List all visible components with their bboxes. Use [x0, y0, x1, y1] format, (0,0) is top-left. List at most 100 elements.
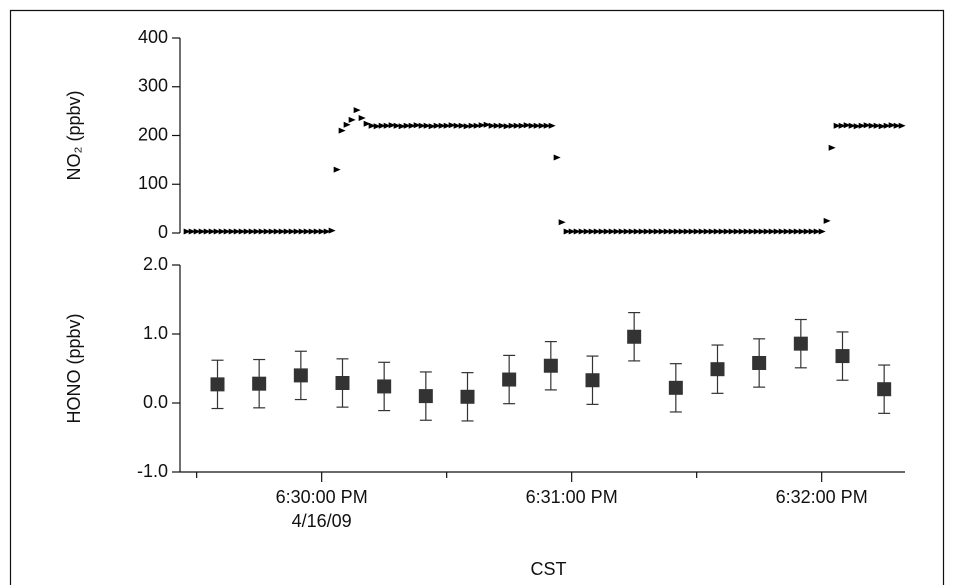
frame	[9, 9, 945, 585]
marker	[403, 122, 411, 129]
marker	[363, 120, 371, 127]
marker	[733, 228, 741, 235]
marker	[558, 219, 566, 226]
marker	[513, 122, 521, 129]
marker	[838, 122, 846, 129]
marker	[418, 122, 426, 129]
marker	[585, 373, 600, 388]
marker	[683, 228, 691, 235]
marker	[368, 122, 376, 129]
y-tick-label: 2.0	[143, 254, 168, 274]
marker	[318, 228, 326, 235]
marker	[563, 228, 571, 235]
marker	[183, 228, 191, 235]
marker	[293, 228, 301, 235]
marker	[813, 228, 821, 235]
marker	[718, 228, 726, 235]
marker	[313, 228, 321, 235]
marker	[788, 228, 796, 235]
marker	[758, 228, 766, 235]
y-axis-label: HONO (ppbv)	[64, 313, 84, 423]
marker	[828, 144, 836, 151]
marker	[223, 228, 231, 235]
marker	[823, 217, 831, 224]
marker	[848, 122, 856, 129]
marker	[448, 122, 456, 129]
marker	[628, 228, 636, 235]
marker	[468, 122, 476, 129]
y-tick-label: 0	[158, 222, 168, 242]
marker	[378, 122, 386, 129]
marker	[618, 228, 626, 235]
marker	[573, 228, 581, 235]
marker	[668, 380, 683, 395]
marker	[338, 127, 346, 134]
marker	[738, 228, 746, 235]
marker	[328, 227, 336, 234]
marker	[393, 122, 401, 129]
marker	[483, 121, 491, 128]
marker	[188, 228, 196, 235]
marker	[623, 228, 631, 235]
marker	[803, 228, 811, 235]
marker	[233, 228, 241, 235]
marker	[388, 122, 396, 129]
marker	[308, 228, 316, 235]
marker	[588, 228, 596, 235]
marker	[333, 166, 341, 173]
marker	[358, 114, 366, 121]
y-tick-label: 200	[138, 124, 168, 144]
marker	[858, 122, 866, 129]
marker	[433, 122, 441, 129]
marker	[478, 122, 486, 129]
marker	[278, 228, 286, 235]
marker	[853, 123, 861, 130]
marker	[253, 228, 261, 235]
marker	[673, 228, 681, 235]
marker	[413, 122, 421, 129]
marker	[473, 122, 481, 129]
marker	[633, 228, 641, 235]
marker	[710, 362, 725, 377]
marker	[258, 228, 266, 235]
marker	[658, 228, 666, 235]
marker	[198, 228, 206, 235]
marker	[627, 329, 642, 344]
marker	[348, 116, 356, 123]
marker	[268, 228, 276, 235]
marker	[698, 228, 706, 235]
marker	[463, 123, 471, 130]
marker	[502, 372, 517, 387]
marker	[243, 228, 251, 235]
marker	[873, 122, 881, 129]
marker	[458, 122, 466, 129]
marker	[833, 122, 841, 129]
marker	[863, 122, 871, 129]
marker	[713, 228, 721, 235]
marker	[608, 228, 616, 235]
marker	[778, 228, 786, 235]
marker	[578, 228, 586, 235]
date-label: 4/16/09	[292, 511, 352, 531]
marker	[213, 228, 221, 235]
marker	[548, 122, 556, 129]
marker	[453, 122, 461, 129]
marker	[877, 382, 892, 397]
marker	[688, 228, 696, 235]
marker	[383, 122, 391, 129]
marker	[793, 336, 808, 351]
marker	[423, 122, 431, 129]
marker	[408, 122, 416, 129]
marker	[273, 228, 281, 235]
x-axis-label: CST	[531, 559, 567, 579]
marker	[418, 389, 433, 404]
marker	[743, 228, 751, 235]
marker	[193, 228, 201, 235]
marker	[353, 107, 361, 114]
marker	[598, 228, 606, 235]
y-tick-label: 400	[138, 27, 168, 47]
marker	[503, 123, 511, 130]
marker	[335, 375, 350, 390]
marker	[613, 228, 621, 235]
